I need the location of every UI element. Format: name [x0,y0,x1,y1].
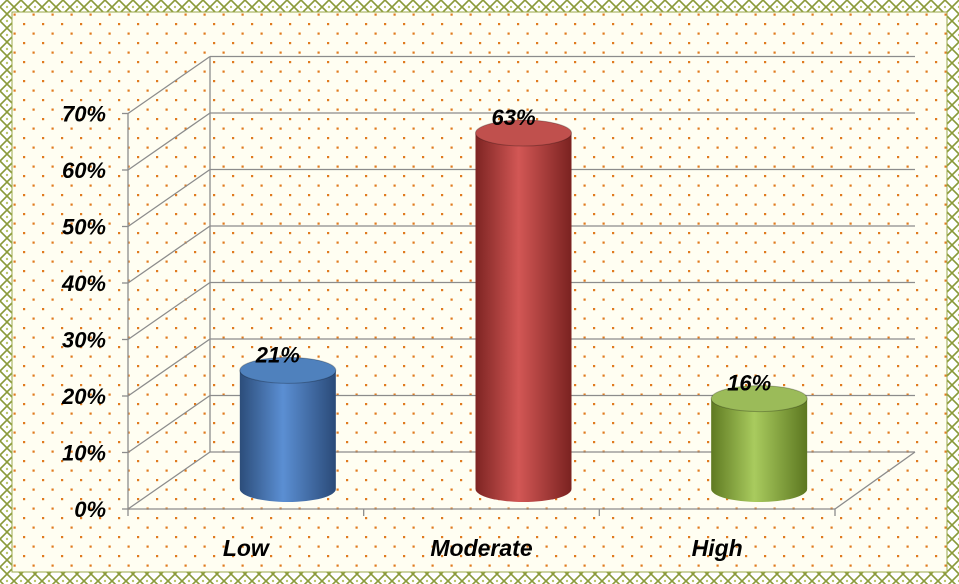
y-tick-label: 20% [61,384,106,409]
y-tick-label: 50% [62,215,106,240]
y-tick-label: 0% [74,497,106,522]
bar-body [475,133,572,503]
y-tick-label: 30% [62,328,106,353]
gridline-diagonal [127,225,211,284]
category-label: Low [223,535,271,561]
bar-top [475,119,572,147]
y-tick-label: 60% [62,158,106,183]
floor-edge [834,451,916,510]
y-tick-label: 40% [61,271,106,296]
bar-top [239,356,337,384]
category-labels: Low Moderate High [223,535,743,561]
value-label: 16% [727,371,771,396]
gridline-diagonal [127,394,211,454]
bar-top [710,385,808,413]
gridline-diagonal [127,451,211,510]
y-axis-ticks: 0% 10% 20% 30% 40% 50% 60% 70% [61,102,106,523]
bar-high [710,385,808,503]
bar-body [239,370,336,502]
bar-body [711,398,808,503]
y-tick-label: 70% [62,102,106,127]
value-label: 21% [255,342,300,367]
value-labels: 21% 63% 16% [255,105,771,396]
gridline-diagonal [127,338,211,397]
value-label: 63% [491,105,535,130]
gridline-diagonal [127,55,211,115]
bar-low [239,356,337,502]
gridline-diagonal [127,281,211,341]
y-tick-label: 10% [62,441,106,466]
bar-moderate [475,119,572,503]
category-label: High [692,535,743,561]
bars [239,119,808,503]
category-label: Moderate [430,535,532,561]
gridline-diagonal [127,168,211,228]
gridline-diagonal [127,112,211,171]
